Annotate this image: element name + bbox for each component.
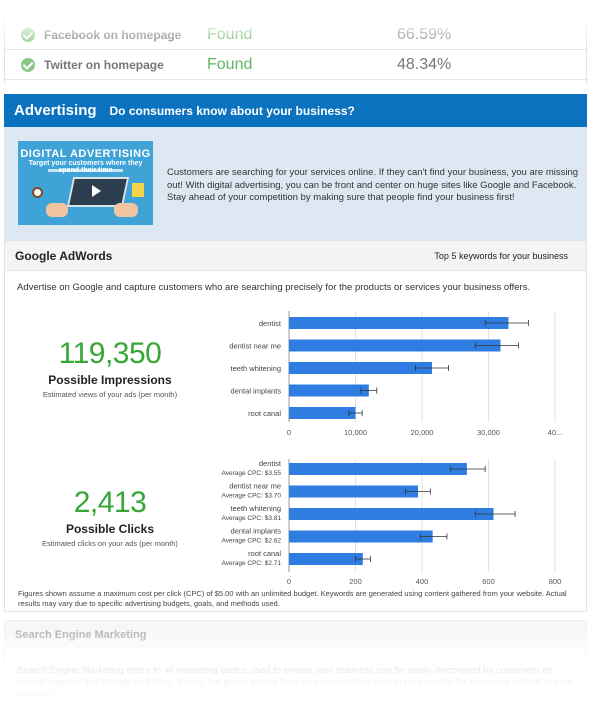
advertising-title: Advertising (14, 102, 97, 119)
impressions-label: Possible Impressions (48, 373, 172, 387)
advertising-intro: DIGITAL ADVERTISING Target your customer… (4, 127, 587, 240)
bar (289, 362, 432, 374)
x-tick-label: 600 (482, 577, 495, 586)
bar (289, 384, 369, 397)
adwords-description: Advertise on Google and capture customer… (17, 282, 531, 293)
clicks-sub: Estimated clicks on your ads (per month) (42, 539, 178, 548)
category-label: dentist (259, 319, 282, 328)
cpc-label: Average CPC: $2.71 (222, 560, 282, 567)
sticky-note-icon (132, 183, 144, 197)
social-row-status: Found (207, 55, 253, 73)
advertising-question: Do consumers know about your business? (109, 103, 355, 118)
category-label: dentist near me (229, 482, 281, 491)
sem-section: Search Engine Marketing Search Engine Ma… (4, 620, 587, 716)
social-row-label: Facebook on homepage (44, 27, 182, 42)
category-label: dentist (259, 459, 282, 468)
adwords-header: Google AdWords Top 5 keywords for your b… (5, 241, 586, 271)
category-label: teeth whitening (231, 504, 281, 513)
adwords-title: Google AdWords (15, 249, 113, 263)
bar (289, 553, 363, 565)
sem-text: Search Engine Marketing refers to all ma… (17, 665, 573, 700)
digital-advertising-illustration: DIGITAL ADVERTISING Target your customer… (18, 141, 153, 225)
cpc-label: Average CPC: $3.55 (222, 470, 282, 477)
clicks-metric: 2,413 Possible Clicks Estimated clicks o… (5, 486, 215, 548)
adwords-subtitle: Top 5 keywords for your business (434, 251, 568, 261)
impressions-sub: Estimated views of your ads (per month) (42, 390, 178, 399)
x-tick-label: 800 (549, 577, 562, 586)
advertising-intro-text: Customers are searching for your service… (167, 167, 579, 203)
x-tick-label: 0 (287, 577, 291, 586)
clicks-label: Possible Clicks (65, 522, 155, 536)
cpc-label: Average CPC: $3.70 (222, 493, 282, 500)
social-row-facebook: Facebook on homepage Found 66.59% (5, 20, 588, 50)
category-label: dental implants (231, 387, 282, 396)
category-label: dental implants (231, 527, 282, 536)
bar (289, 530, 433, 543)
category-label: teeth whitening (231, 364, 281, 373)
advertising-header: Advertising Do consumers know about your… (4, 94, 587, 127)
social-row-label: Twitter on homepage (44, 57, 164, 72)
clicks-value: 2,413 (73, 486, 147, 519)
social-row-status: Found (207, 25, 253, 43)
bar (289, 317, 509, 329)
check-circle-icon (21, 57, 35, 72)
sem-header: Search Engine Marketing (5, 621, 586, 649)
check-circle-icon (21, 27, 35, 42)
impressions-metric: 119,350 Possible Impressions Estimated v… (5, 337, 215, 399)
adwords-card: Google AdWords Top 5 keywords for your b… (4, 240, 587, 612)
social-presence-list: Facebook on homepage Found 66.59% Twitte… (4, 0, 588, 84)
impressions-chart: 0 10,000 20,000 30,000 40... dentist dentist n… (222, 311, 563, 586)
cpc-label: Average CPC: $2.62 (222, 538, 282, 545)
bar (289, 339, 501, 352)
bar (289, 485, 419, 498)
x-tick-label: 0 (287, 428, 291, 437)
illustration-bar (48, 169, 123, 172)
cpc-label: Average CPC: $3.81 (222, 515, 282, 522)
x-tick-label: 400 (416, 577, 429, 586)
hand-icon (114, 203, 138, 217)
coffee-cup-icon (32, 187, 43, 198)
bar (289, 508, 494, 520)
social-row-twitter: Twitter on homepage Found 48.34% (5, 50, 588, 80)
bar (289, 463, 467, 475)
bar (289, 407, 356, 419)
x-tick-label: 30,000 (477, 428, 500, 437)
hand-icon (46, 203, 68, 217)
social-row-percent: 48.34% (397, 55, 452, 73)
x-tick-label: 20,000 (411, 428, 434, 437)
play-icon (92, 185, 101, 197)
adwords-footnote: Figures shown assume a maximum cost per … (18, 589, 567, 608)
category-label: root canal (248, 409, 281, 418)
x-tick-label: 10,000 (344, 428, 367, 437)
category-label: dentist near me (229, 342, 281, 351)
illustration-heading: DIGITAL ADVERTISING (20, 148, 151, 160)
category-label: root canal (248, 549, 281, 558)
x-tick-label: 200 (349, 577, 362, 586)
sem-title: Search Engine Marketing (15, 629, 147, 641)
social-row-percent: 66.59% (397, 25, 452, 43)
impressions-value: 119,350 (58, 337, 162, 370)
x-tick-label: 40... (548, 428, 563, 437)
